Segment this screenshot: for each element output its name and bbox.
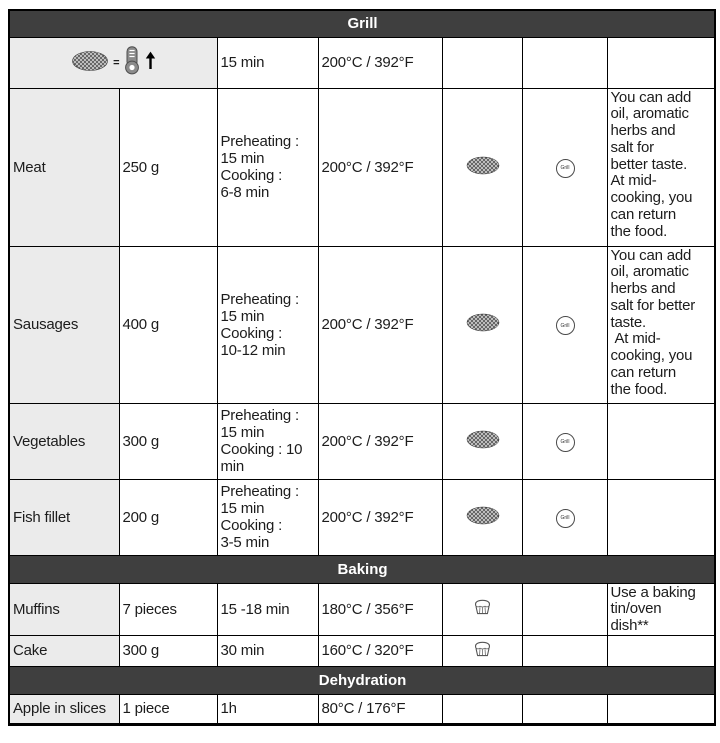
- grill-element-icon: [71, 50, 109, 76]
- note-cell: [606, 402, 716, 480]
- time-cell: Preheating : 15 min Cooking : 3-5 min: [216, 478, 319, 556]
- muffin-icon: [473, 641, 492, 661]
- empty-cell: [521, 582, 608, 636]
- note-cell: You can add oil, aromatic herbs and salt…: [606, 245, 716, 404]
- legend-temperature-cell: 200°C / 392°F: [317, 36, 443, 89]
- legend-time-cell: 15 min: [216, 36, 319, 89]
- grill-element-cell: [441, 478, 523, 556]
- quantity-cell: 1 piece: [118, 693, 218, 725]
- food-name-cell: Vegetables: [8, 402, 120, 480]
- empty-cell: [441, 693, 523, 725]
- empty-cell: [606, 693, 716, 725]
- table-row-apple-in-slices: Apple in slices 1 piece 1h 80°C / 176°F: [8, 693, 716, 725]
- up-arrow-icon: [145, 51, 156, 74]
- food-name-cell: Meat: [8, 87, 120, 247]
- section-header-dehydration: Dehydration: [8, 665, 716, 695]
- empty-cell: [521, 36, 608, 89]
- grill-legend-icon-cell: =: [8, 36, 218, 89]
- temperature-cell: 180°C / 356°F: [317, 582, 443, 636]
- temperature-cell: 200°C / 392°F: [317, 245, 443, 404]
- baking-program-cell: [441, 582, 523, 636]
- time-cell: 15 -18 min: [216, 582, 319, 636]
- grill-legend-row: =: [8, 36, 716, 89]
- time-cell: 1h: [216, 693, 319, 725]
- temperature-cell: 200°C / 392°F: [317, 87, 443, 247]
- food-name-cell: Fish fillet: [8, 478, 120, 556]
- table-row-sausages: Sausages 400 g Preheating : 15 min Cooki…: [8, 245, 716, 404]
- table-row-vegetables: Vegetables 300 g Preheating : 15 min Coo…: [8, 402, 716, 480]
- equals-sign: =: [113, 56, 120, 69]
- table-row-muffins: Muffins 7 pieces 15 -18 min 180°C / 356°…: [8, 582, 716, 636]
- section-row-dehydration: Dehydration: [8, 665, 716, 695]
- quantity-cell: 300 g: [118, 402, 218, 480]
- grill-element-cell: [441, 245, 523, 404]
- grill-program-icon: Grill: [555, 158, 575, 178]
- time-cell: Preheating : 15 min Cooking : 10 min: [216, 402, 319, 480]
- note-cell: [606, 634, 716, 667]
- quantity-cell: 300 g: [118, 634, 218, 667]
- note-cell: Use a baking tin/oven dish**: [606, 582, 716, 636]
- food-name-cell: Apple in slices: [8, 693, 120, 725]
- grill-program-cell: Grill: [521, 478, 608, 556]
- food-name-cell: Sausages: [8, 245, 120, 404]
- empty-cell: [521, 634, 608, 667]
- quantity-cell: 7 pieces: [118, 582, 218, 636]
- baking-program-cell: [441, 634, 523, 667]
- time-cell: 30 min: [216, 634, 319, 667]
- grill-element-icon: [466, 506, 500, 529]
- quantity-cell: 400 g: [118, 245, 218, 404]
- temperature-cell: 200°C / 392°F: [317, 478, 443, 556]
- table-row-cake: Cake 300 g 30 min 160°C / 320°F: [8, 634, 716, 667]
- thermometer-icon: [123, 46, 141, 79]
- grill-program-icon: Grill: [555, 508, 575, 528]
- grill-program-icon: Grill: [555, 316, 575, 336]
- cooking-table: Grill =: [8, 9, 717, 726]
- temperature-cell: 200°C / 392°F: [317, 402, 443, 480]
- section-header-grill: Grill: [8, 9, 716, 38]
- quantity-cell: 250 g: [118, 87, 218, 247]
- grill-element-icon: [466, 430, 500, 453]
- grill-program-cell: Grill: [521, 402, 608, 480]
- empty-cell: [521, 693, 608, 725]
- table-row-meat: Meat 250 g Preheating : 15 min Cooking :…: [8, 87, 716, 247]
- grill-element-cell: [441, 87, 523, 247]
- grill-element-icon: [466, 156, 500, 179]
- time-cell: Preheating : 15 min Cooking : 10-12 min: [216, 245, 319, 404]
- note-cell: You can add oil, aromatic herbs and salt…: [606, 87, 716, 247]
- time-cell: Preheating : 15 min Cooking : 6-8 min: [216, 87, 319, 247]
- grill-legend-combo: =: [13, 46, 215, 79]
- section-row-baking: Baking: [8, 554, 716, 584]
- grill-element-icon: [466, 313, 500, 336]
- section-header-baking: Baking: [8, 554, 716, 584]
- grill-element-cell: [441, 402, 523, 480]
- grill-program-icon: Grill: [555, 432, 575, 452]
- grill-program-cell: Grill: [521, 87, 608, 247]
- food-name-cell: Muffins: [8, 582, 120, 636]
- quantity-cell: 200 g: [118, 478, 218, 556]
- section-row-grill: Grill: [8, 9, 716, 38]
- table-row-fish-fillet: Fish fillet 200 g Preheating : 15 min Co…: [8, 478, 716, 556]
- food-name-cell: Cake: [8, 634, 120, 667]
- note-cell: [606, 478, 716, 556]
- empty-cell: [606, 36, 716, 89]
- temperature-cell: 160°C / 320°F: [317, 634, 443, 667]
- empty-cell: [441, 36, 523, 89]
- temperature-cell: 80°C / 176°F: [317, 693, 443, 725]
- muffin-icon: [473, 599, 492, 619]
- grill-program-cell: Grill: [521, 245, 608, 404]
